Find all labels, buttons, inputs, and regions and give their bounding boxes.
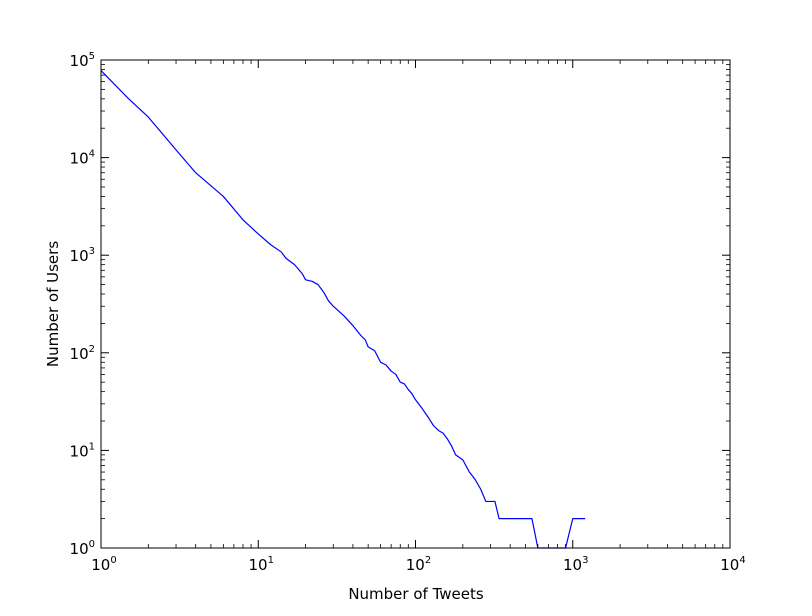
plot-area — [100, 70, 586, 549]
y-tick-label: 105 — [70, 51, 95, 70]
x-tick-label: 100 — [91, 555, 116, 574]
series-line-0 — [100, 70, 586, 549]
y-tick-label: 103 — [70, 246, 95, 265]
plot-frame — [100, 59, 731, 549]
y-tick-label: 104 — [70, 149, 95, 168]
y-tick-label: 100 — [70, 539, 95, 558]
x-tick-label: 104 — [720, 555, 745, 574]
y-axis-label: Number of Users — [44, 241, 62, 367]
tick-labels: 100 101 102 103 104 100 101 102 103 104 105 — [70, 51, 746, 574]
y-tick-label: 102 — [70, 344, 95, 363]
x-axis-label: Number of Tweets — [348, 585, 484, 603]
x-tick-label: 103 — [563, 555, 588, 574]
x-tick-label: 102 — [406, 555, 431, 574]
x-tick-label: 101 — [249, 555, 274, 574]
y-tick-label: 101 — [70, 441, 95, 460]
